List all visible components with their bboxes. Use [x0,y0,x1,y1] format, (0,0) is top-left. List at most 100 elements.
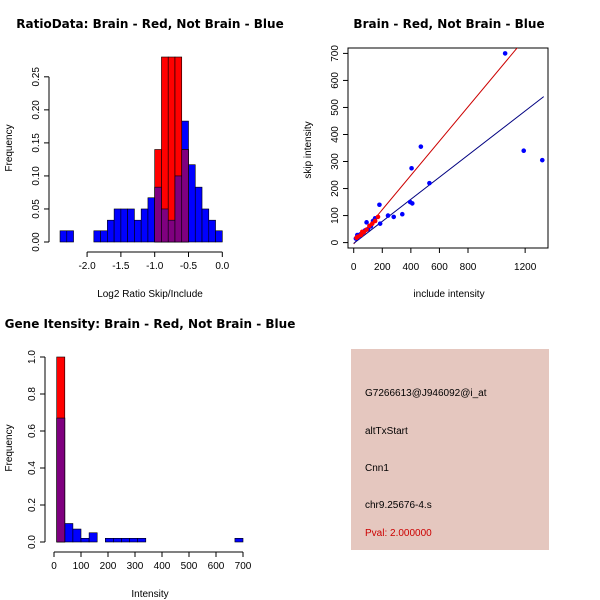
ratio-hist-blue-bar [201,208,210,243]
ratio-histogram-bars [59,56,223,243]
scatter-y-tick-label: 0 [330,239,341,245]
ratio-hist-blue-bar [107,219,115,243]
scatter-points [353,51,545,241]
scatter-point-not-brain [521,148,527,154]
scatter-point-not-brain [409,201,415,206]
ratio-hist-x-tick-label: -0.5 [180,261,198,272]
scatter-point-brain [361,230,367,235]
intensity-scatter-panel: Brain - Red, Not Brain - Blue 0 200 400 600… [303,17,549,300]
ratio-hist-blue-bar [66,230,74,243]
scatter-point-brain [369,221,375,226]
intensity-hist-x-tick-label: 500 [181,561,198,572]
scatter-fit-lines [353,48,545,245]
intensity-hist-x-tick-label: 200 [100,561,117,572]
intensity-hist-y-tick-label: 0.0 [27,535,38,549]
intensity-hist-y-tick-label: 1.0 [27,350,38,364]
ratio-hist-y-tick-label: 0.05 [31,199,42,219]
ratio-histogram-axes: -2.0 -1.5 -1.0 -0.5 0.0 0.00 0.05 0.10 0.15 0.20 0… [31,67,230,272]
scatter-x-tick-label: 800 [460,262,477,273]
scatter-x-tick-label: 400 [403,262,420,273]
ratio-hist-blue-bar [93,230,101,243]
scatter-xlabel: include intensity [413,289,484,300]
scatter-point-not-brain [391,214,397,220]
intensity-hist-blue-bar [64,523,74,543]
intensity-histogram-ylabel: Frequency [4,424,15,471]
intensity-histogram-title: Gene Itensity: Brain - Red, Not Brain - … [5,317,296,331]
intensity-histogram-xlabel: Intensity [131,589,168,600]
ratio-histogram-ylabel: Frequency [4,124,15,171]
ratio-hist-blue-bar [208,219,216,243]
scatter-axes: 0 200 400 600 800 1200 0 100 200 300 400 500 600 700 [330,45,537,273]
scatter-point-brain [364,227,369,232]
scatter-plot-frame [347,47,549,249]
scatter-y-tick-label: 500 [330,99,341,116]
intensity-hist-blue-bar [72,528,82,543]
intensity-hist-y-tick-label: 0.4 [27,461,38,475]
intensity-hist-x-tick-label: 400 [154,561,171,572]
info-panel-background [351,349,549,550]
scatter-x-tick-label: 0 [351,262,357,273]
ratio-hist-overlap-bar [174,175,183,243]
ratio-hist-y-tick-label: 0.15 [31,133,42,153]
scatter-ylabel: skip intensity [303,121,314,178]
intensity-hist-x-tick-label: 0 [51,561,57,572]
ratio-hist-red-bar [167,56,176,243]
ratio-histogram-title: RatioData: Brain - Red, Not Brain - Blue [16,17,283,31]
ratio-hist-y-tick-label: 0.20 [31,100,42,120]
scatter-point-not-brain [409,165,414,171]
scatter-point-not-brain [385,213,391,218]
scatter-point-brain [375,214,381,220]
ratio-hist-blue-bar [120,208,128,243]
scatter-x-tick-label: 600 [431,262,448,273]
scatter-y-tick-label: 200 [330,180,341,197]
intensity-hist-blue-bar [234,537,244,543]
ratio-hist-blue-bar [147,197,155,243]
ratio-hist-blue-bar [100,230,108,243]
intensity-hist-blue-bar [121,537,130,543]
scatter-point-not-brain [377,221,383,226]
scatter-point-not-brain [539,157,545,163]
scatter-y-tick-label: 600 [330,72,341,89]
ratio-hist-y-tick-label: 0.10 [31,166,42,186]
intensity-hist-blue-bar [80,537,90,543]
ratio-hist-x-tick-label: -1.5 [112,261,130,272]
ratio-hist-overlap-bar [161,208,169,243]
intensity-histogram-axes: 0 100 200 300 400 500 600 700 0.0 0.2 0.4 0.6 0.8 1.0 [27,350,252,572]
probe-id-text: G7266613@J946092@i_at [365,388,487,399]
scatter-title: Brain - Red, Not Brain - Blue [353,17,544,31]
ratio-hist-y-tick-label: 0.00 [31,232,42,252]
scatter-y-tick-label: 100 [330,207,341,224]
scatter-fit-line [353,48,518,245]
intensity-hist-x-tick-label: 300 [127,561,144,572]
intensity-histogram-panel: Gene Itensity: Brain - Red, Not Brain - … [4,317,295,600]
ratio-hist-overlap-bar [167,219,176,243]
scatter-point-not-brain [399,211,405,217]
ratio-hist-blue-bar [113,208,122,243]
intensity-hist-y-tick-label: 0.6 [27,424,38,438]
intensity-hist-y-tick-label: 0.8 [27,387,38,401]
scatter-y-tick-label: 700 [330,45,341,62]
intensity-hist-overlap-bar [56,417,66,543]
intensity-hist-blue-bar [105,537,114,543]
gene-name-text: Cnn1 [365,463,389,474]
scatter-point-not-brain [427,180,432,186]
ratio-hist-blue-bar [194,186,203,243]
intensity-hist-x-tick-label: 600 [208,561,225,572]
ratio-hist-overlap-bar [181,149,189,243]
ratio-hist-blue-bar [140,208,149,243]
ratio-hist-blue-bar [188,164,196,243]
ratio-hist-x-tick-label: -1.0 [146,261,164,272]
pval-text: Pval: 2.000000 [365,528,432,539]
ratio-hist-x-tick-label: 0.0 [215,261,229,272]
scatter-x-tick-label: 1200 [514,262,537,273]
scatter-fit-line [353,96,545,244]
scatter-point-not-brain [377,202,382,208]
scatter-point-not-brain [364,220,369,225]
intensity-hist-x-tick-label: 100 [73,561,90,572]
event-type-text: altTxStart [365,426,408,437]
ratio-hist-blue-bar [127,208,135,243]
intensity-hist-blue-bar [129,537,139,543]
ratio-histogram-xlabel: Log2 Ratio Skip/Include [97,289,203,300]
